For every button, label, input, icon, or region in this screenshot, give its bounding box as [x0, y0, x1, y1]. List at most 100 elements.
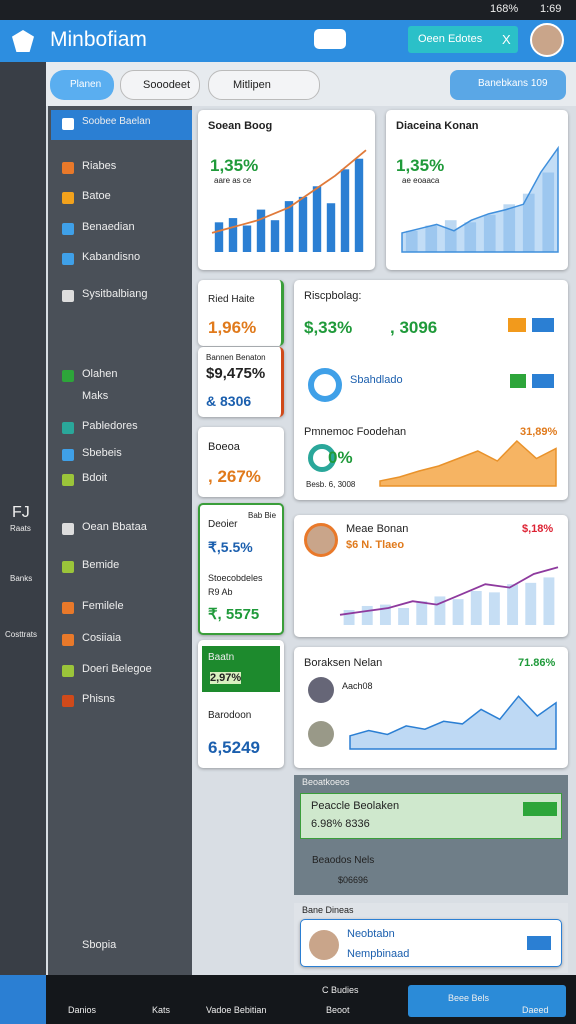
sidebar-item[interactable]: Bdoit	[82, 472, 108, 484]
card-title: Boeoa	[208, 441, 240, 453]
bar	[525, 582, 537, 625]
section-title: Bane Dineas	[302, 905, 354, 915]
sidebar-item[interactable]: Femilele	[82, 600, 124, 612]
item-icon	[62, 162, 74, 174]
card-value: 31,89%	[520, 426, 558, 438]
bar	[542, 172, 555, 252]
card: Deoier Bab Bie ₹,5.5% Stoecobdeles R9 Ab ₹, 5…	[198, 503, 284, 635]
card-title: Boraksen Nelan	[304, 657, 383, 669]
chart	[211, 149, 367, 252]
sidebar-item[interactable]: Bemide	[82, 559, 120, 571]
card-value: $,18%	[522, 523, 554, 535]
card: Ried Haite 1,96%	[198, 280, 284, 346]
close[interactable]: X	[502, 32, 511, 47]
item-icon	[62, 474, 74, 486]
bar	[312, 186, 322, 252]
list-item[interactable]: Neobtabn Nempbinaad	[300, 919, 562, 967]
sidebar-item[interactable]: Sbebeis	[82, 447, 122, 459]
bar	[361, 605, 373, 625]
action-button[interactable]	[408, 985, 566, 1017]
sidebar-item[interactable]: Sbopia	[82, 939, 117, 951]
badge[interactable]	[532, 374, 554, 388]
bar	[284, 201, 294, 252]
card-value: 2,97%	[210, 672, 242, 684]
card: Meae Bonan $,18% $6 N. Tlaeo	[294, 515, 568, 637]
bar	[270, 220, 280, 252]
sidebar-item[interactable]: Pabledores	[82, 420, 138, 432]
sidebar-item[interactable]: Olahen	[82, 368, 118, 380]
card-title: Pmnemoc Foodehan	[304, 426, 407, 438]
tab[interactable]: Planen	[50, 70, 114, 100]
bar	[543, 577, 555, 625]
card-sub: Barodoon	[208, 710, 252, 721]
rail-label: Banks	[10, 574, 33, 583]
sidebar-item[interactable]: Soobee Baelan	[82, 116, 151, 127]
bar	[298, 196, 308, 252]
ring	[308, 368, 342, 402]
card-value: , 267%	[208, 467, 261, 486]
search[interactable]: Banebkans 109	[450, 70, 566, 100]
bar	[503, 204, 516, 252]
badge[interactable]	[508, 318, 526, 332]
tab[interactable]: Mitlipen	[208, 70, 320, 100]
item-icon	[62, 118, 74, 130]
bar	[398, 608, 410, 625]
bar	[228, 218, 238, 252]
logo	[12, 30, 34, 52]
sidebar-item[interactable]: Oean Bbataa	[82, 521, 147, 533]
sidebar-item[interactable]: Maks	[82, 390, 109, 402]
item-name: Neobtabn	[347, 928, 395, 940]
badge[interactable]	[532, 318, 554, 332]
badge[interactable]	[523, 802, 557, 816]
sidebar	[48, 106, 192, 975]
item-icon	[62, 561, 74, 573]
card-sub: ae eoaaca	[402, 176, 440, 185]
badge[interactable]	[527, 936, 551, 950]
chart	[339, 566, 559, 625]
card-title: Riscpbolag:	[304, 290, 362, 302]
item-icon	[62, 290, 74, 302]
sidebar-item[interactable]: Doeri Belegoe	[82, 663, 152, 675]
sidebar-item[interactable]: Sysitbalbiang	[82, 288, 148, 300]
item-value: $06696	[338, 875, 369, 885]
status-bar: 168% 1:69	[0, 0, 576, 20]
tab[interactable]: Sooodeet	[120, 70, 200, 100]
rail-label: Costtrats	[5, 630, 38, 639]
nav-label: Vadoe Bebitian	[206, 1005, 267, 1015]
card: Bannen Benaton $9,475% & 8306	[198, 347, 284, 417]
tab-label: Mitlipen	[233, 79, 271, 91]
bar	[326, 203, 336, 252]
list-item[interactable]: Peaccle Beolaken 6.98% 8336	[300, 793, 562, 839]
card-value: $9,475%	[206, 365, 266, 382]
card-title: Soean Boog	[208, 120, 273, 132]
toggle[interactable]	[314, 29, 346, 49]
sidebar-item[interactable]: Benaedian	[82, 221, 135, 233]
card-title: Deoier	[208, 519, 238, 530]
card-sub: R9 Ab	[208, 587, 233, 597]
item-icon	[62, 422, 74, 434]
sidebar-item[interactable]: Phisns	[82, 693, 116, 705]
item-sub: Nempbinaad	[347, 948, 410, 960]
card: Boeoa , 267%	[198, 427, 284, 497]
tab-label: Sooodeet	[143, 79, 191, 91]
sidebar-item[interactable]: Batoe	[82, 190, 111, 202]
item-icon	[62, 695, 74, 707]
area	[379, 439, 557, 487]
bar	[425, 225, 438, 252]
sidebar-item[interactable]: Kabandisno	[82, 251, 141, 263]
card-sub: Aach08	[342, 681, 373, 691]
item-icon	[62, 665, 74, 677]
card-title: Baatn	[208, 652, 235, 663]
card-value: ₹, 5575	[208, 606, 260, 623]
active-item[interactable]	[51, 110, 192, 140]
badge[interactable]	[510, 374, 526, 388]
home[interactable]	[0, 975, 46, 1024]
header: Minbofiam Oeen Edotes X	[0, 20, 576, 62]
banner: Baatn 2,97%	[202, 646, 280, 692]
sidebar-item[interactable]: Cosiiaia	[82, 632, 122, 644]
clock: 1:69	[540, 3, 562, 15]
avatar[interactable]	[530, 23, 564, 57]
sidebar-item[interactable]: Riabes	[82, 160, 117, 172]
badge-button[interactable]: Oeen Edotes X	[408, 26, 518, 53]
